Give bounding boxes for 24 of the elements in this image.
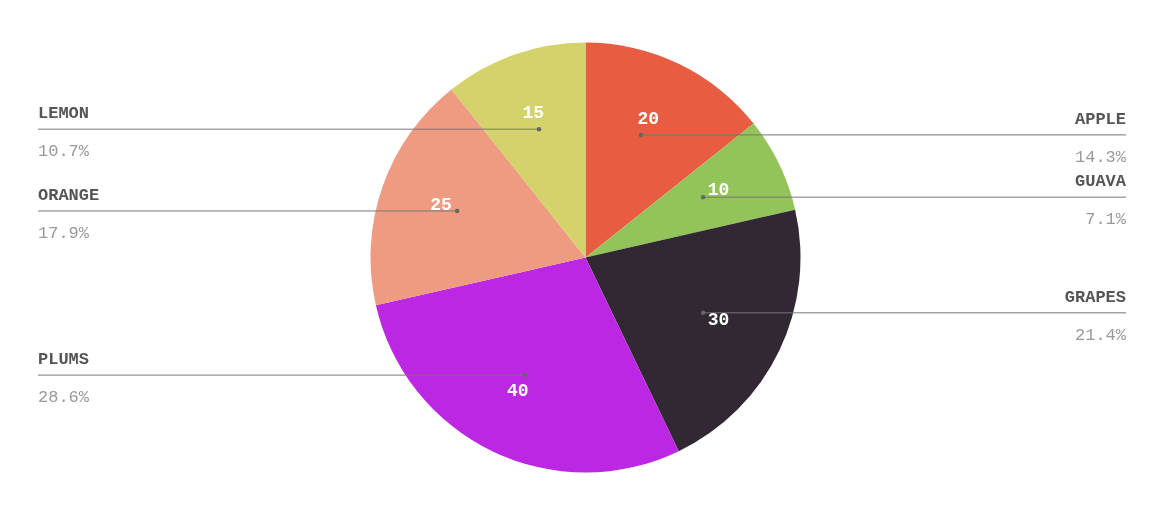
data-label: 30 xyxy=(707,310,730,331)
text: 14.3% xyxy=(1074,147,1127,167)
pie-slice xyxy=(370,89,586,306)
pie-slice xyxy=(451,42,586,258)
data-label: 10 xyxy=(707,179,730,200)
pie-slice xyxy=(375,257,679,473)
text: 10.7% xyxy=(38,142,90,162)
data-label: 40 xyxy=(506,380,529,401)
pie-slice xyxy=(585,209,801,452)
slice-label: GRAPES xyxy=(1064,287,1126,307)
pie-slice xyxy=(585,42,754,258)
text: 7.1% xyxy=(1085,210,1127,230)
slice-label: PLUMS xyxy=(38,350,90,370)
slice-label: LEMON xyxy=(38,104,90,124)
slice-label: APPLE xyxy=(1074,109,1126,129)
data-label: 25 xyxy=(430,195,452,216)
slice-label: ORANGE xyxy=(38,185,100,205)
slice-label: GUAVA xyxy=(1074,172,1127,192)
text: 21.4% xyxy=(1074,325,1127,345)
pie-slice xyxy=(585,123,796,258)
data-label: 15 xyxy=(522,102,545,123)
data-label: 20 xyxy=(637,109,660,130)
text: 28.6% xyxy=(38,388,90,408)
text: 17.9% xyxy=(38,223,90,243)
